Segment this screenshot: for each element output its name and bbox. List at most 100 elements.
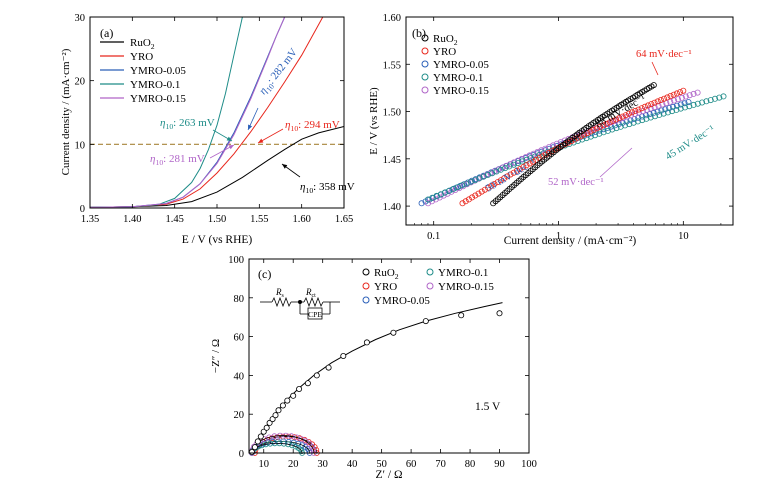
panel-c-point: [292, 443, 299, 450]
legend-label-ymro-0.1: YMRO-0.1: [130, 79, 180, 91]
panel-b-point: [574, 137, 581, 144]
panel-b-point: [650, 82, 657, 89]
legend-label-ymro-0.15: YMRO-0.15: [130, 93, 186, 105]
panel-b-point: [507, 171, 514, 178]
panel-b-point: [495, 166, 502, 173]
panel-c-y-tick-label: 20: [234, 410, 245, 421]
panel-b-point: [549, 148, 556, 155]
panel-b-y-axis-label: E / V (vs RHE): [368, 87, 380, 155]
arrowhead-icon: [248, 124, 253, 130]
panel-b-point: [641, 103, 648, 110]
panel-c-y-tick-label: 40: [234, 371, 245, 382]
panel-c-y-tick-label: 60: [234, 333, 245, 344]
panel-c-point: [308, 443, 315, 450]
legend-marker: [362, 282, 370, 290]
panel-b-point: [655, 102, 662, 109]
panel-a-annotation-ymro-0.15: η10: 281 mV: [150, 153, 205, 167]
panel-b-point: [600, 122, 607, 129]
panel-c-x-tick-label: 70: [435, 459, 446, 470]
panel-c-x-tick-label: 20: [288, 459, 299, 470]
panel-c-point: [248, 448, 255, 455]
panel-a-label: (a): [100, 26, 113, 40]
panel-b-point: [703, 98, 710, 105]
arrowhead-icon: [258, 138, 264, 143]
panel-a-x-tick-label: 1.65: [335, 214, 353, 225]
panel-a-series-ymro-0.1: [90, 17, 243, 208]
panel-b-point: [504, 173, 511, 180]
panel-c-x-tick-label: 30: [317, 459, 328, 470]
arrowhead-icon: [226, 136, 232, 141]
panel-b-point: [643, 115, 650, 122]
panel-b-point: [622, 122, 629, 129]
panel-b-point: [694, 100, 701, 107]
panel-b-point: [472, 192, 479, 199]
panel-b-point: [678, 94, 685, 101]
panel-c-point: [262, 441, 269, 448]
panel-b-point: [630, 119, 637, 126]
panel-b-point: [681, 100, 688, 107]
legend-marker: [426, 268, 434, 276]
legend-label-ruo2: RuO2: [374, 267, 399, 281]
panel-a-x-tick-label: 1.35: [81, 214, 99, 225]
panel-b-point: [685, 99, 692, 106]
panel-b-series-ruo2: [490, 82, 657, 207]
panel-b-point: [673, 90, 680, 97]
panel-b-point: [673, 106, 680, 113]
panel-c-x-tick-label: 40: [347, 459, 358, 470]
panel-c-point: [325, 364, 332, 371]
panel-b-point: [648, 101, 655, 108]
panel-b-point: [720, 93, 727, 100]
panel-b-y-tick-label: 1.45: [383, 155, 401, 166]
panel-c-point: [251, 444, 258, 451]
panel-b-point: [494, 179, 501, 186]
legend-marker: [426, 282, 434, 290]
legend-marker: [421, 34, 429, 42]
legend-marker: [362, 268, 370, 276]
panel-c-point: [496, 310, 503, 317]
legend-marker: [421, 86, 429, 94]
panel-b-point: [593, 125, 600, 132]
panel-b-point: [667, 93, 674, 100]
panel-b-point: [510, 159, 517, 166]
panel-b-point: [682, 104, 689, 111]
panel-a-annotation-yro: η10: 294 mV: [285, 119, 340, 133]
panel-a-series-ruo2: [90, 126, 344, 208]
panel-a-annotation-ymro-0.1: η10: 263 mV: [160, 117, 215, 131]
panel-b-frame: [405, 16, 734, 226]
panel-b-point: [651, 99, 658, 106]
cpe-element-icon: [307, 307, 323, 320]
panel-b-point: [617, 123, 624, 130]
panel-c-point: [363, 339, 370, 346]
panel-c-frame: [248, 258, 530, 454]
panel-b-point: [664, 109, 671, 116]
rs-label: Rs: [275, 287, 285, 299]
panel-b-y-tick-label: 1.55: [383, 60, 401, 71]
panel-b-point: [513, 167, 520, 174]
panel-c-y-tick-label: 80: [234, 294, 245, 305]
panel-b-point: [699, 99, 706, 106]
panel-c-point: [254, 438, 261, 445]
panel-b-point: [604, 127, 611, 134]
panel-b-point: [651, 104, 658, 111]
panel-b-point: [603, 120, 610, 127]
legend-label-yro: YRO: [130, 51, 153, 63]
tafel-slope-ymro-0.1: 45 mV·dec⁻¹: [664, 124, 717, 163]
panel-c-x-tick-label: 50: [376, 459, 387, 470]
panel-b-point: [667, 98, 674, 105]
panel-b-point: [635, 106, 642, 113]
panel-c-point: [290, 392, 297, 399]
panel-b-point: [625, 110, 632, 117]
panel-b-point: [597, 123, 604, 130]
panel-b-point: [647, 114, 654, 121]
legend-marker: [362, 296, 370, 304]
legend-marker: [421, 73, 429, 81]
panel-b-point: [652, 113, 659, 120]
panel-b-point: [462, 198, 469, 205]
panel-b-point: [587, 128, 594, 135]
legend-label-yro: YRO: [374, 281, 397, 293]
panel-b-point: [690, 90, 697, 97]
panel-b-point: [635, 109, 642, 116]
panel-b-point: [686, 103, 693, 110]
panel-b-point: [677, 105, 684, 112]
panel-c-point: [260, 428, 267, 435]
